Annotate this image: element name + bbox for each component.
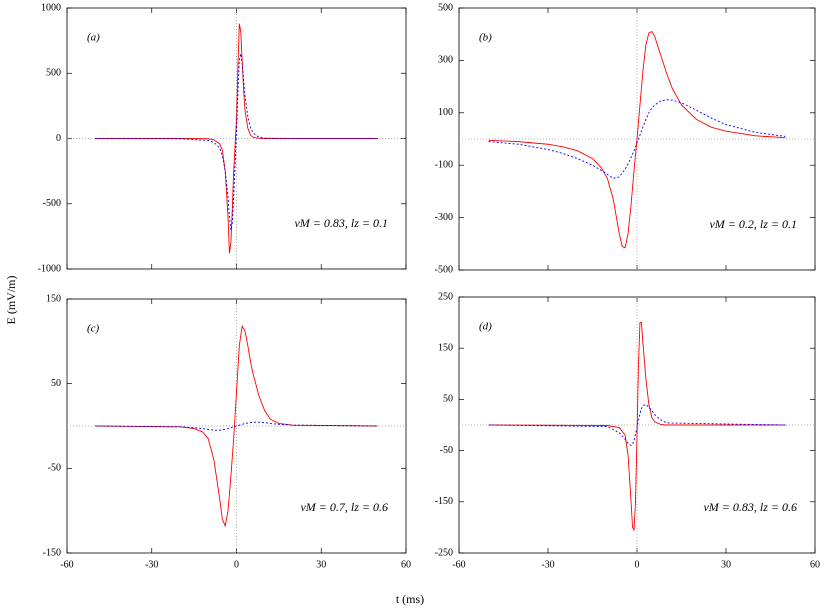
y-tick-label: 250	[438, 291, 453, 302]
y-tick-label: 500	[46, 68, 61, 79]
y-tick-label: 150	[46, 293, 61, 304]
y-tick-label: -50	[440, 445, 453, 456]
panel-label: (d)	[479, 321, 492, 333]
annotation: vM = 0.7, lz = 0.6	[300, 500, 388, 514]
y-tick-label: 50	[443, 394, 453, 405]
y-tick-label: -50	[48, 463, 61, 474]
y-tick-label: -300	[435, 212, 453, 223]
x-tick-label: -60	[452, 559, 465, 570]
x-tick-label: 0	[234, 559, 239, 570]
y-tick-label: -500	[435, 264, 453, 275]
x-tick-label: -30	[145, 559, 158, 570]
y-tick-label: 150	[438, 342, 453, 353]
y-tick-label: 0	[56, 133, 61, 144]
panel-label: (b)	[479, 32, 492, 44]
y-tick-label: 50	[51, 378, 61, 389]
x-tick-label: -30	[541, 559, 554, 570]
annotation: vM = 0.2, lz = 0.1	[709, 217, 797, 231]
x-tick-label: -60	[60, 559, 73, 570]
data-line	[488, 404, 786, 447]
annotation: vM = 0.83, lz = 0.1	[294, 216, 388, 230]
x-tick-label: 60	[810, 559, 820, 570]
data-line	[95, 421, 378, 431]
y-axis-label: E (mV/m)	[4, 276, 18, 325]
data-line	[95, 324, 378, 528]
y-tick-label: -150	[43, 547, 61, 558]
x-tick-label: 30	[316, 559, 326, 570]
y-tick-label: -100	[435, 159, 453, 170]
data-line	[95, 23, 378, 254]
data-line	[95, 53, 378, 230]
x-axis-label: t (ms)	[396, 592, 424, 606]
x-tick-label: 30	[721, 559, 731, 570]
panel-label: (c)	[87, 323, 100, 335]
y-tick-label: 1000	[41, 2, 61, 13]
data-line	[488, 99, 786, 179]
data-line	[488, 31, 786, 249]
y-tick-label: -500	[43, 198, 61, 209]
data-line	[488, 322, 786, 532]
y-tick-label: -150	[435, 496, 453, 507]
y-tick-label: 300	[438, 55, 453, 66]
x-tick-label: 60	[401, 559, 411, 570]
y-tick-label: 500	[438, 2, 453, 13]
y-tick-label: 100	[438, 107, 453, 118]
annotation: vM = 0.83, lz = 0.6	[703, 500, 797, 514]
x-tick-label: 0	[635, 559, 640, 570]
panel-label: (a)	[87, 32, 100, 44]
y-tick-label: -1000	[38, 263, 61, 274]
y-tick-label: -250	[435, 547, 453, 558]
